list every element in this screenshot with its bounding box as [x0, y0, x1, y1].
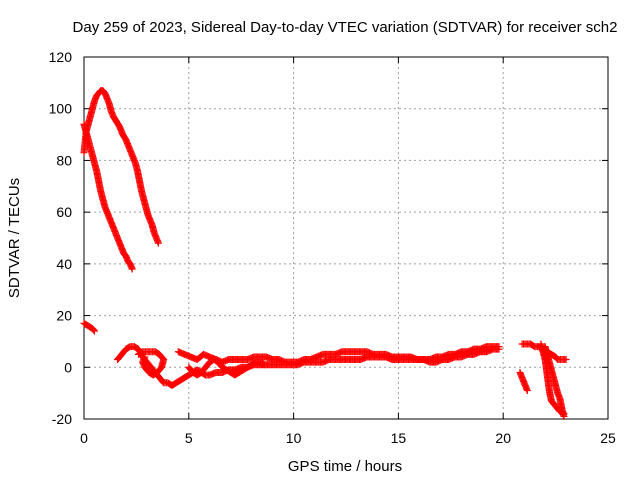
- data-points: [80, 87, 570, 420]
- data-point: [562, 356, 570, 364]
- y-tick-label: 60: [56, 204, 72, 220]
- y-tick-label: 0: [64, 359, 72, 375]
- y-tick-label: 20: [56, 308, 72, 324]
- data-point: [259, 360, 267, 368]
- data-point: [154, 239, 162, 247]
- data-point: [90, 326, 98, 334]
- grid-lines: [84, 57, 608, 419]
- series-2: [80, 319, 98, 335]
- series-1: [80, 120, 136, 273]
- y-tick-label: 40: [56, 256, 72, 272]
- x-tick-label: 0: [80, 430, 88, 446]
- chart-title: Day 259 of 2023, Sidereal Day-to-day VTE…: [73, 19, 618, 36]
- x-tick-label: 5: [185, 430, 193, 446]
- series-10: [541, 343, 568, 420]
- x-tick-label: 15: [391, 430, 407, 446]
- data-point: [560, 412, 568, 420]
- data-point: [90, 327, 98, 335]
- x-tick-label: 25: [600, 430, 616, 446]
- data-point: [89, 325, 97, 333]
- x-tick-label: 20: [495, 430, 511, 446]
- data-point: [141, 353, 149, 361]
- data-point: [495, 343, 503, 351]
- y-tick-label: 100: [49, 101, 73, 117]
- x-tick-label: 10: [286, 430, 302, 446]
- series-0: [80, 87, 162, 247]
- plot-frame: [83, 56, 609, 420]
- y-tick-label: 80: [56, 152, 72, 168]
- data-point: [523, 387, 531, 395]
- data-point: [260, 361, 268, 369]
- data-point: [128, 265, 136, 273]
- y-tick-label: 120: [49, 49, 73, 65]
- x-axis: 0 5 10 15 20 25: [80, 57, 616, 446]
- series-6: [185, 356, 268, 379]
- x-axis-label: GPS time / hours: [288, 458, 402, 475]
- y-tick-label: -20: [52, 411, 72, 427]
- y-axis-label: SDTVAR / TECUs: [6, 178, 23, 298]
- series-4: [134, 348, 168, 379]
- y-axis: -20 0 20 40 60 80 100 120: [49, 49, 608, 427]
- series-7: [516, 368, 531, 395]
